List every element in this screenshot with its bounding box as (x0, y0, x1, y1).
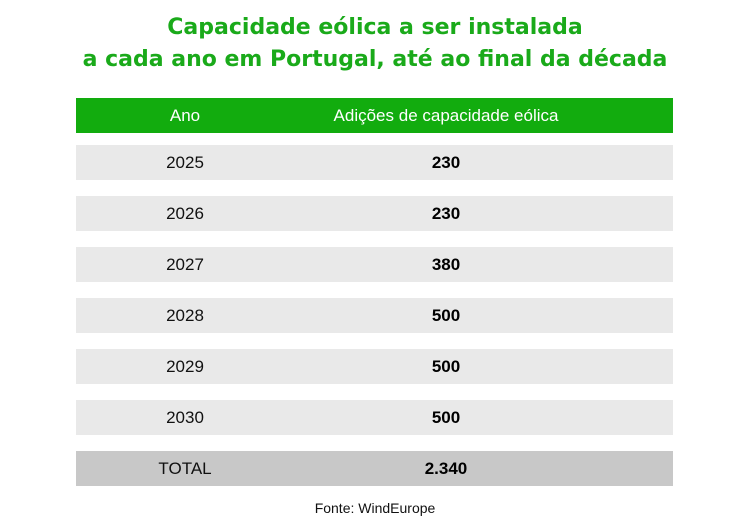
table-row: 2026 230 (76, 196, 673, 231)
row-year: 2027 (166, 254, 204, 274)
row-year: 2025 (166, 152, 204, 172)
table-row: 2030 500 (76, 400, 673, 435)
source-note: Fonte: WindEurope (314, 500, 436, 516)
row-year: 2028 (166, 305, 204, 325)
row-capacity: 230 (431, 203, 461, 223)
chart-title: Capacidade eólica a ser instalada a cada… (0, 12, 750, 76)
total-capacity: 2.340 (424, 458, 468, 478)
wind-capacity-table: Ano Adições de capacidade eólica 2025 23… (76, 98, 673, 486)
chart-title-line-1: Capacidade eólica a ser instalada (167, 15, 583, 40)
table-row: 2025 230 (76, 145, 673, 180)
chart-title-line-2: a cada ano em Portugal, até ao final da … (82, 47, 668, 72)
total-label: TOTAL (158, 458, 212, 478)
row-capacity: 380 (431, 254, 461, 274)
row-capacity: 500 (431, 305, 461, 325)
row-capacity: 500 (431, 356, 461, 376)
table-body: 2025 230 2026 230 2027 380 2028 500 2029… (76, 145, 673, 486)
row-capacity: 500 (431, 407, 461, 427)
row-year: 2029 (166, 356, 204, 376)
table-total-row: TOTAL 2.340 (76, 451, 673, 486)
row-year: 2026 (166, 203, 204, 223)
header-capacity: Adições de capacidade eólica (333, 105, 559, 125)
table-row: 2029 500 (76, 349, 673, 384)
table-row: 2028 500 (76, 298, 673, 333)
row-capacity: 230 (431, 152, 461, 172)
table-header-row: Ano Adições de capacidade eólica (76, 98, 673, 133)
table-row: 2027 380 (76, 247, 673, 282)
row-year: 2030 (166, 407, 204, 427)
header-year: Ano (169, 105, 201, 125)
